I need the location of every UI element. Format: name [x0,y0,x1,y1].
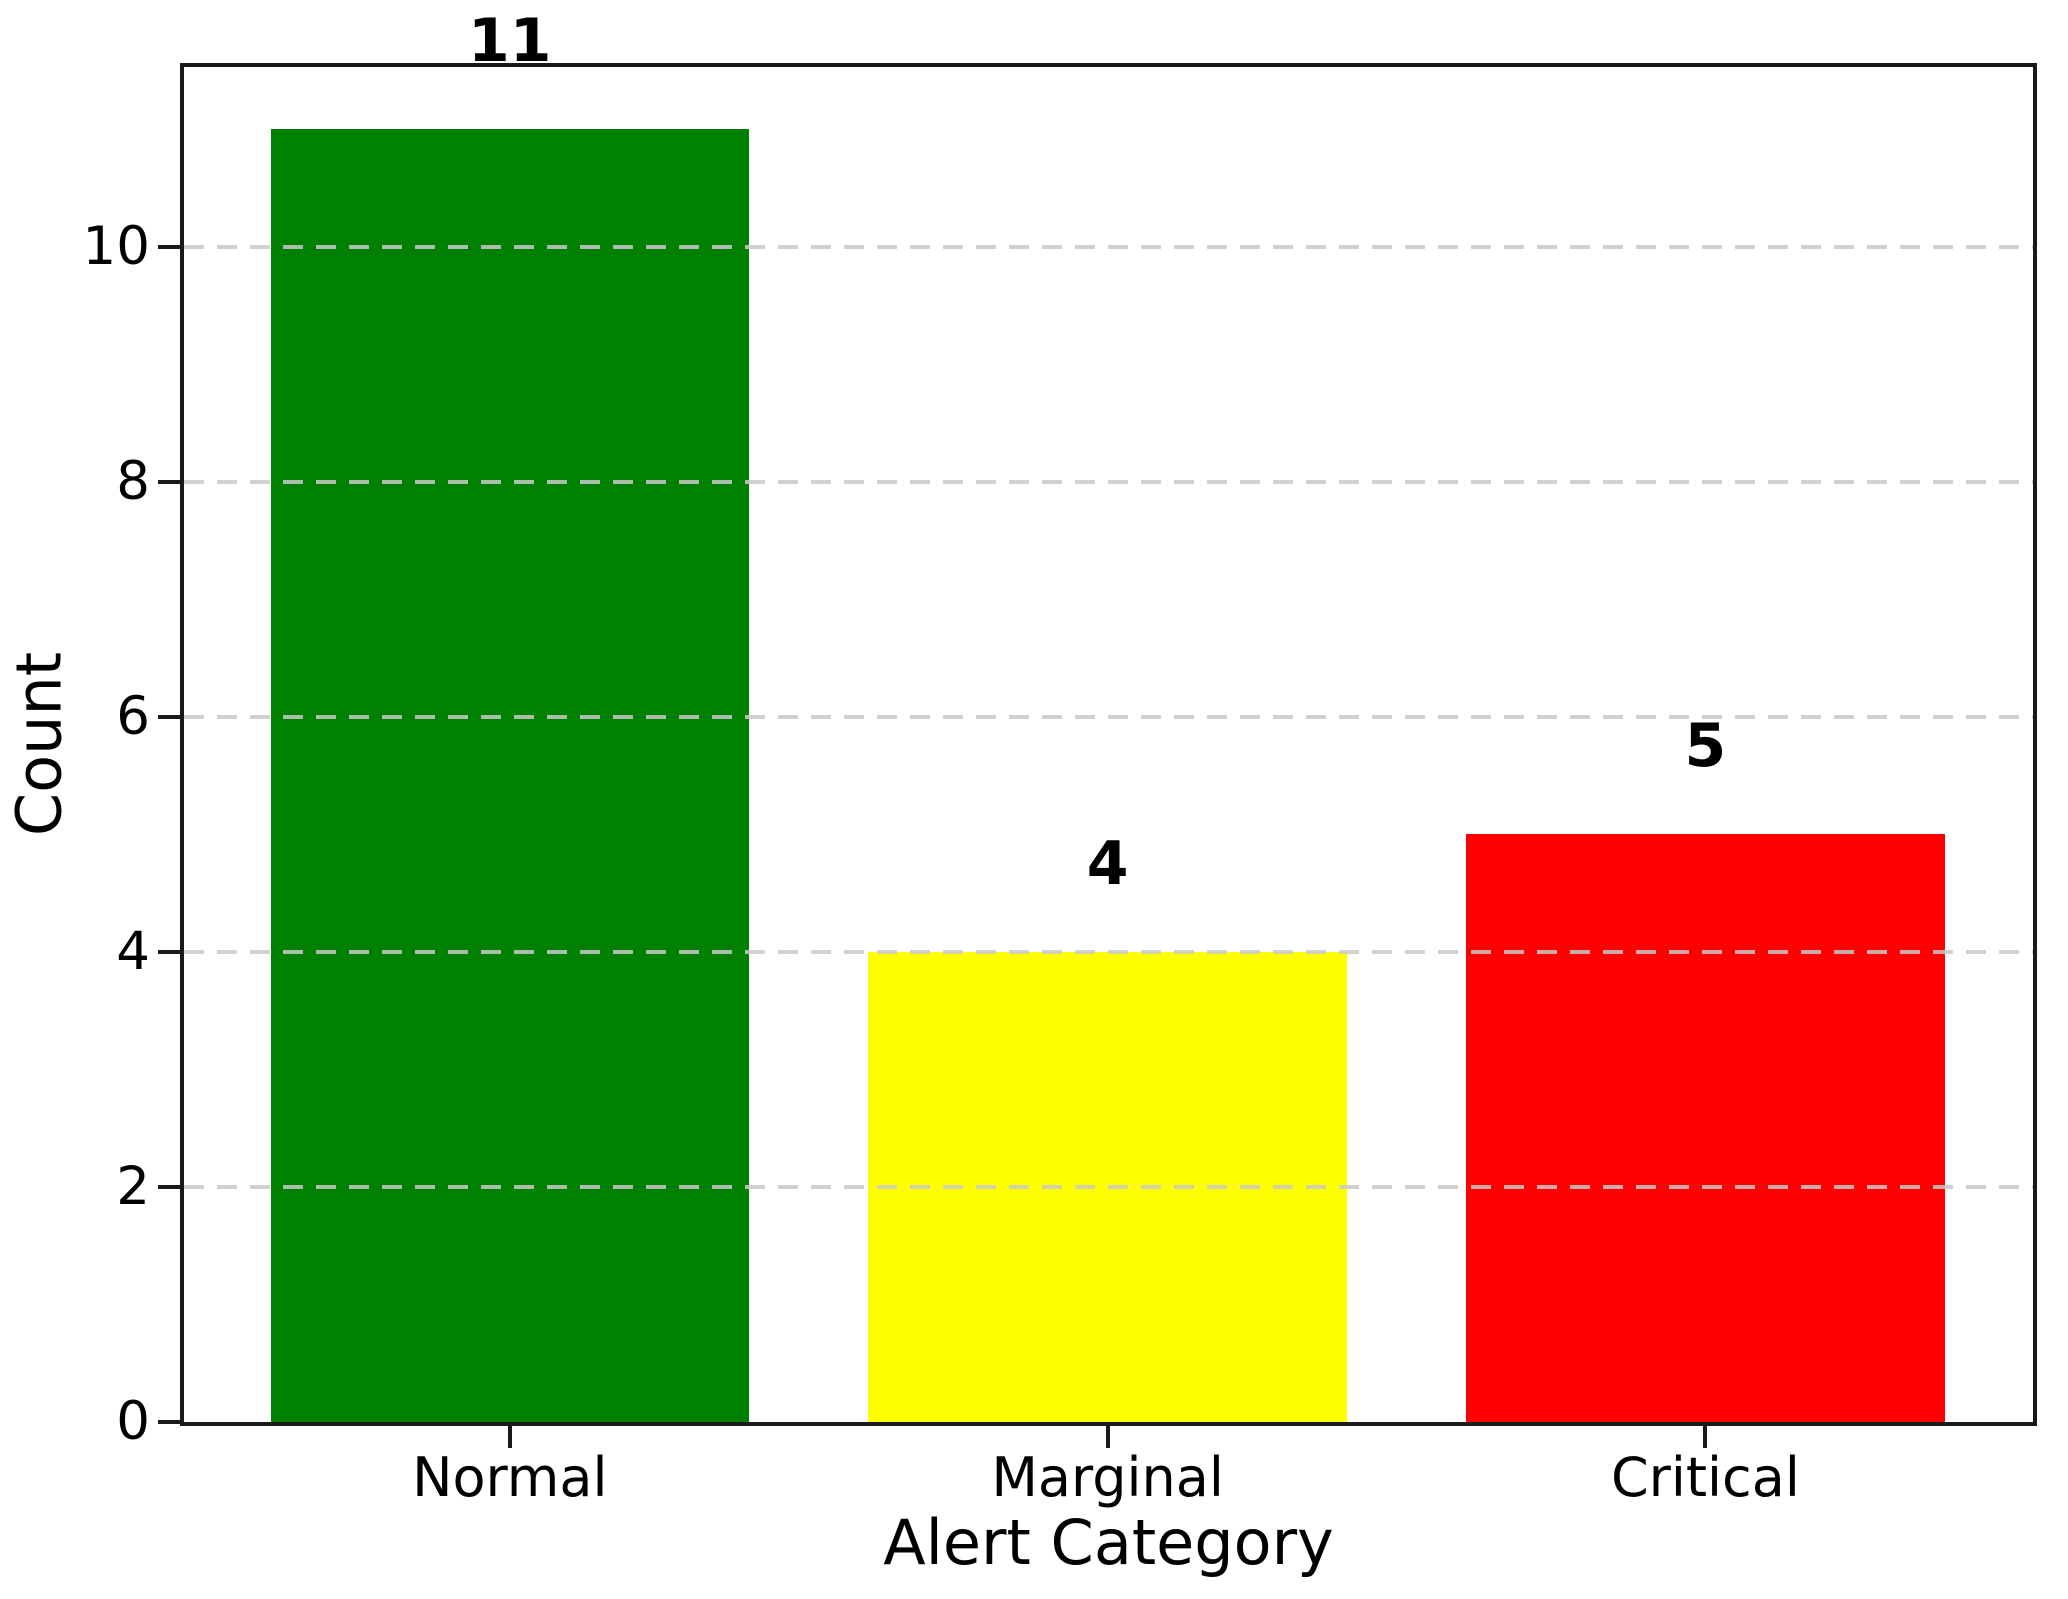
bar-value-label-critical: 5 [1684,711,1727,782]
gridline-y-4 [184,949,2033,954]
gridline-y-8 [184,479,2033,484]
y-tick-label-0: 0 [116,1391,150,1452]
x-tick-marginal [1105,1426,1110,1448]
y-tick-label-2: 2 [116,1155,150,1217]
y-tick-4 [158,949,180,954]
x-tick-critical [1703,1426,1708,1448]
y-tick-6 [158,714,180,719]
x-tick-normal [507,1426,512,1448]
gridline-y-2 [184,1184,2033,1189]
y-tick-8 [158,479,180,484]
x-tick-label-marginal: Marginal [991,1446,1224,1509]
bar-critical [1466,834,1945,1422]
y-tick-label-8: 8 [116,450,150,512]
bar-value-label-marginal: 4 [1086,828,1129,899]
y-tick-label-10: 10 [82,215,150,277]
y-tick-10 [158,244,180,249]
x-tick-label-critical: Critical [1610,1446,1800,1509]
x-axis-label: Alert Category [883,1506,1334,1579]
gridline-y-10 [184,244,2033,249]
x-tick-label-normal: Normal [412,1446,608,1509]
plot-area: 11 Normal 4 Marginal 5 Critical 0 2 4 6 8 10 [83,8,2037,1509]
bar-normal [270,129,749,1422]
y-tick-0 [158,1420,180,1424]
y-tick-label-6: 6 [116,685,150,747]
bar-value-label-normal: 11 [468,6,552,77]
y-tick-2 [158,1184,180,1189]
y-tick-label-4: 4 [116,920,150,982]
gridline-y-6 [184,714,2033,719]
